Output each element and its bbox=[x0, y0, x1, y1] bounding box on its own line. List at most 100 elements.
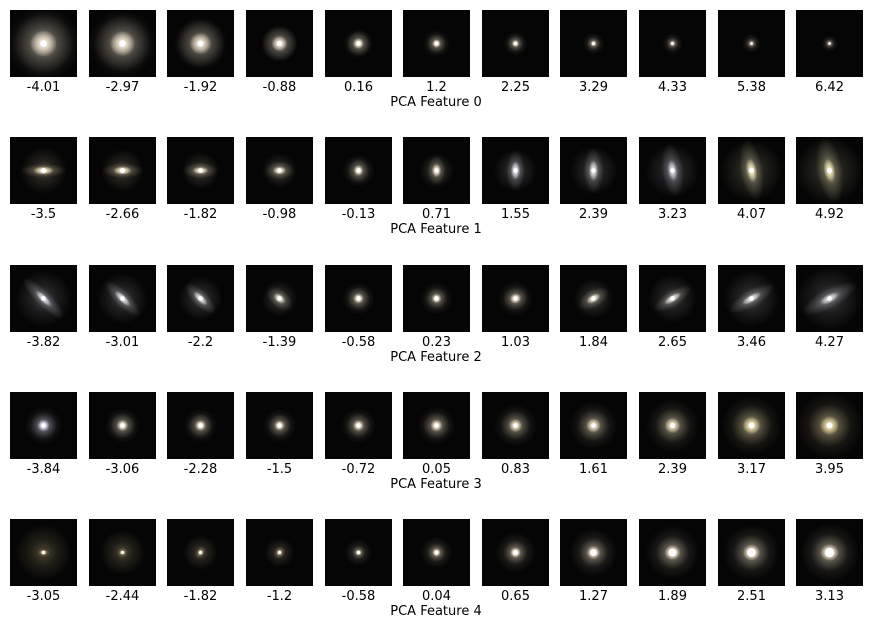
feature-value-label: -1.5 bbox=[266, 462, 293, 477]
feature-value-label: 2.25 bbox=[501, 80, 530, 95]
feature-value-label: -2.66 bbox=[105, 207, 140, 222]
galaxy-image bbox=[796, 265, 863, 332]
galaxy-image bbox=[89, 519, 156, 586]
galaxy-cell: 2.65 bbox=[639, 265, 706, 350]
galaxy-image bbox=[167, 392, 234, 459]
galaxy-cell: 0.71 bbox=[403, 137, 470, 222]
galaxy-cell: -0.88 bbox=[246, 10, 313, 95]
galaxy-thumbnail bbox=[639, 10, 706, 77]
galaxy-thumbnail bbox=[718, 137, 785, 204]
galaxy-image bbox=[89, 265, 156, 332]
galaxy-image bbox=[325, 392, 392, 459]
galaxy-thumbnail bbox=[325, 10, 392, 77]
galaxy-image bbox=[560, 137, 627, 204]
galaxy-image bbox=[639, 10, 706, 77]
galaxy-cell: -3.06 bbox=[89, 392, 156, 477]
galaxy-image bbox=[796, 392, 863, 459]
galaxy-image bbox=[403, 392, 470, 459]
galaxy-cell: -1.2 bbox=[246, 519, 313, 604]
feature-value-label: 0.05 bbox=[422, 462, 451, 477]
feature-value-label: 3.95 bbox=[815, 462, 844, 477]
galaxy-image bbox=[89, 137, 156, 204]
feature-value-label: 2.65 bbox=[658, 335, 687, 350]
galaxy-cell: -2.44 bbox=[89, 519, 156, 604]
galaxy-image bbox=[167, 10, 234, 77]
feature-value-label: -3.82 bbox=[26, 335, 61, 350]
galaxy-image bbox=[246, 10, 313, 77]
galaxy-cell: 0.23 bbox=[403, 265, 470, 350]
galaxy-image bbox=[560, 10, 627, 77]
galaxy-thumbnail bbox=[10, 137, 77, 204]
galaxy-thumbnail bbox=[560, 10, 627, 77]
feature-value-label: -2.44 bbox=[105, 589, 140, 604]
feature-row-3: -3.84 -3.06 -2.28 -1.5 -0.72 0.05 0.83 1.61 2.39… bbox=[0, 392, 872, 502]
galaxy-cell: -3.05 bbox=[10, 519, 77, 604]
galaxy-cell: 2.39 bbox=[639, 392, 706, 477]
galaxy-image bbox=[10, 392, 77, 459]
galaxy-cell: 1.61 bbox=[560, 392, 627, 477]
galaxy-cell: 1.03 bbox=[482, 265, 549, 350]
feature-value-label: 0.83 bbox=[501, 462, 530, 477]
galaxy-thumbnail bbox=[89, 519, 156, 586]
feature-value-label: -3.05 bbox=[26, 589, 61, 604]
galaxy-cell: 3.23 bbox=[639, 137, 706, 222]
galaxy-image bbox=[167, 519, 234, 586]
galaxy-cell: -2.2 bbox=[167, 265, 234, 350]
galaxy-thumbnail bbox=[89, 265, 156, 332]
galaxy-thumbnail bbox=[718, 10, 785, 77]
galaxy-cell: -1.5 bbox=[246, 392, 313, 477]
galaxy-cell: 0.83 bbox=[482, 392, 549, 477]
feature-value-label: -1.82 bbox=[183, 207, 218, 222]
galaxy-thumbnail bbox=[639, 519, 706, 586]
galaxy-image bbox=[796, 519, 863, 586]
galaxy-cell: -0.72 bbox=[325, 392, 392, 477]
feature-title: PCA Feature 4 bbox=[390, 604, 482, 619]
galaxy-thumbnail bbox=[796, 519, 863, 586]
galaxy-image bbox=[246, 392, 313, 459]
galaxy-thumbnail bbox=[167, 265, 234, 332]
galaxy-cell: 1.89 bbox=[639, 519, 706, 604]
galaxy-image bbox=[403, 137, 470, 204]
feature-value-label: 0.65 bbox=[501, 589, 530, 604]
galaxy-cell: -0.58 bbox=[325, 519, 392, 604]
feature-value-label: 4.33 bbox=[658, 80, 687, 95]
feature-value-label: 3.29 bbox=[579, 80, 608, 95]
galaxy-cell: 1.27 bbox=[560, 519, 627, 604]
galaxy-image bbox=[796, 137, 863, 204]
galaxy-cell: -2.28 bbox=[167, 392, 234, 477]
feature-value-label: -0.72 bbox=[341, 462, 376, 477]
galaxy-thumbnail bbox=[482, 10, 549, 77]
feature-row-4: -3.05 -2.44 -1.82 -1.2 -0.58 0.04 0.65 1.27 1.89… bbox=[0, 519, 872, 629]
feature-value-label: -0.58 bbox=[341, 335, 376, 350]
galaxy-thumbnail bbox=[89, 392, 156, 459]
galaxy-image bbox=[718, 265, 785, 332]
galaxy-cell: -3.82 bbox=[10, 265, 77, 350]
galaxy-thumbnail bbox=[10, 392, 77, 459]
feature-value-label: 1.61 bbox=[579, 462, 608, 477]
galaxy-cell: 2.25 bbox=[482, 10, 549, 95]
feature-value-label: -4.01 bbox=[26, 80, 61, 95]
galaxy-thumbnail bbox=[482, 265, 549, 332]
feature-value-label: 5.38 bbox=[737, 80, 766, 95]
galaxy-cell: 5.38 bbox=[718, 10, 785, 95]
galaxy-image bbox=[10, 137, 77, 204]
galaxy-cell: -3.84 bbox=[10, 392, 77, 477]
galaxy-image bbox=[246, 519, 313, 586]
galaxy-image bbox=[325, 265, 392, 332]
feature-value-label: -2.28 bbox=[183, 462, 218, 477]
galaxy-thumbnail bbox=[796, 265, 863, 332]
galaxy-image bbox=[560, 392, 627, 459]
galaxy-thumbnail bbox=[796, 392, 863, 459]
feature-value-label: 1.84 bbox=[579, 335, 608, 350]
feature-title: PCA Feature 3 bbox=[390, 477, 482, 492]
galaxy-image bbox=[796, 10, 863, 77]
feature-value-label: 0.04 bbox=[422, 589, 451, 604]
galaxy-cell: -0.58 bbox=[325, 265, 392, 350]
feature-value-label: 1.27 bbox=[579, 589, 608, 604]
feature-title: PCA Feature 1 bbox=[390, 222, 482, 237]
galaxy-image bbox=[403, 10, 470, 77]
feature-value-label: 3.13 bbox=[815, 589, 844, 604]
galaxy-image bbox=[325, 137, 392, 204]
galaxy-thumbnail bbox=[403, 392, 470, 459]
feature-value-label: 4.27 bbox=[815, 335, 844, 350]
